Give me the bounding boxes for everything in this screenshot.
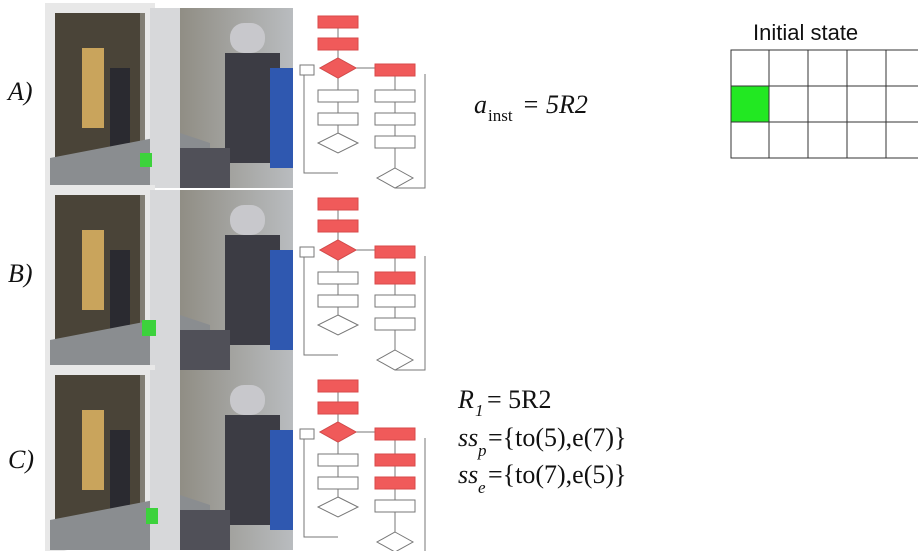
formula-base: R bbox=[457, 385, 474, 414]
formula-sub: inst bbox=[488, 106, 513, 125]
flowchart bbox=[300, 380, 425, 551]
cup bbox=[142, 320, 156, 336]
formula-rhs: ={to(5),e(7)} bbox=[488, 423, 627, 452]
formula-base: ss bbox=[458, 460, 478, 489]
formula-sub: 1 bbox=[475, 401, 484, 420]
formula-base: ss bbox=[458, 423, 478, 452]
formula-sub: p bbox=[477, 441, 487, 460]
figure: A) B) C) bbox=[0, 0, 918, 551]
formula-rhs: ={to(7),e(5)} bbox=[488, 460, 627, 489]
state-title: Initial state bbox=[753, 20, 858, 45]
row-label: A) bbox=[6, 77, 33, 106]
formula-rhs: = 5R2 bbox=[522, 90, 588, 119]
formula-base: a bbox=[474, 90, 487, 119]
robot-photo bbox=[50, 370, 293, 550]
flowchart bbox=[300, 198, 425, 370]
row-label: B) bbox=[8, 259, 33, 288]
state-grid bbox=[731, 50, 918, 158]
formula-rhs: = 5R2 bbox=[487, 385, 552, 414]
robot-photo bbox=[50, 8, 293, 188]
cup bbox=[146, 508, 158, 524]
page: {"rows": [ {"label": "A)"}, {"label": "B… bbox=[0, 0, 918, 551]
robot-photo bbox=[50, 190, 293, 370]
formula-sub: e bbox=[478, 478, 486, 497]
cup bbox=[140, 153, 152, 167]
flowchart bbox=[300, 16, 425, 188]
row-label: C) bbox=[8, 445, 34, 474]
